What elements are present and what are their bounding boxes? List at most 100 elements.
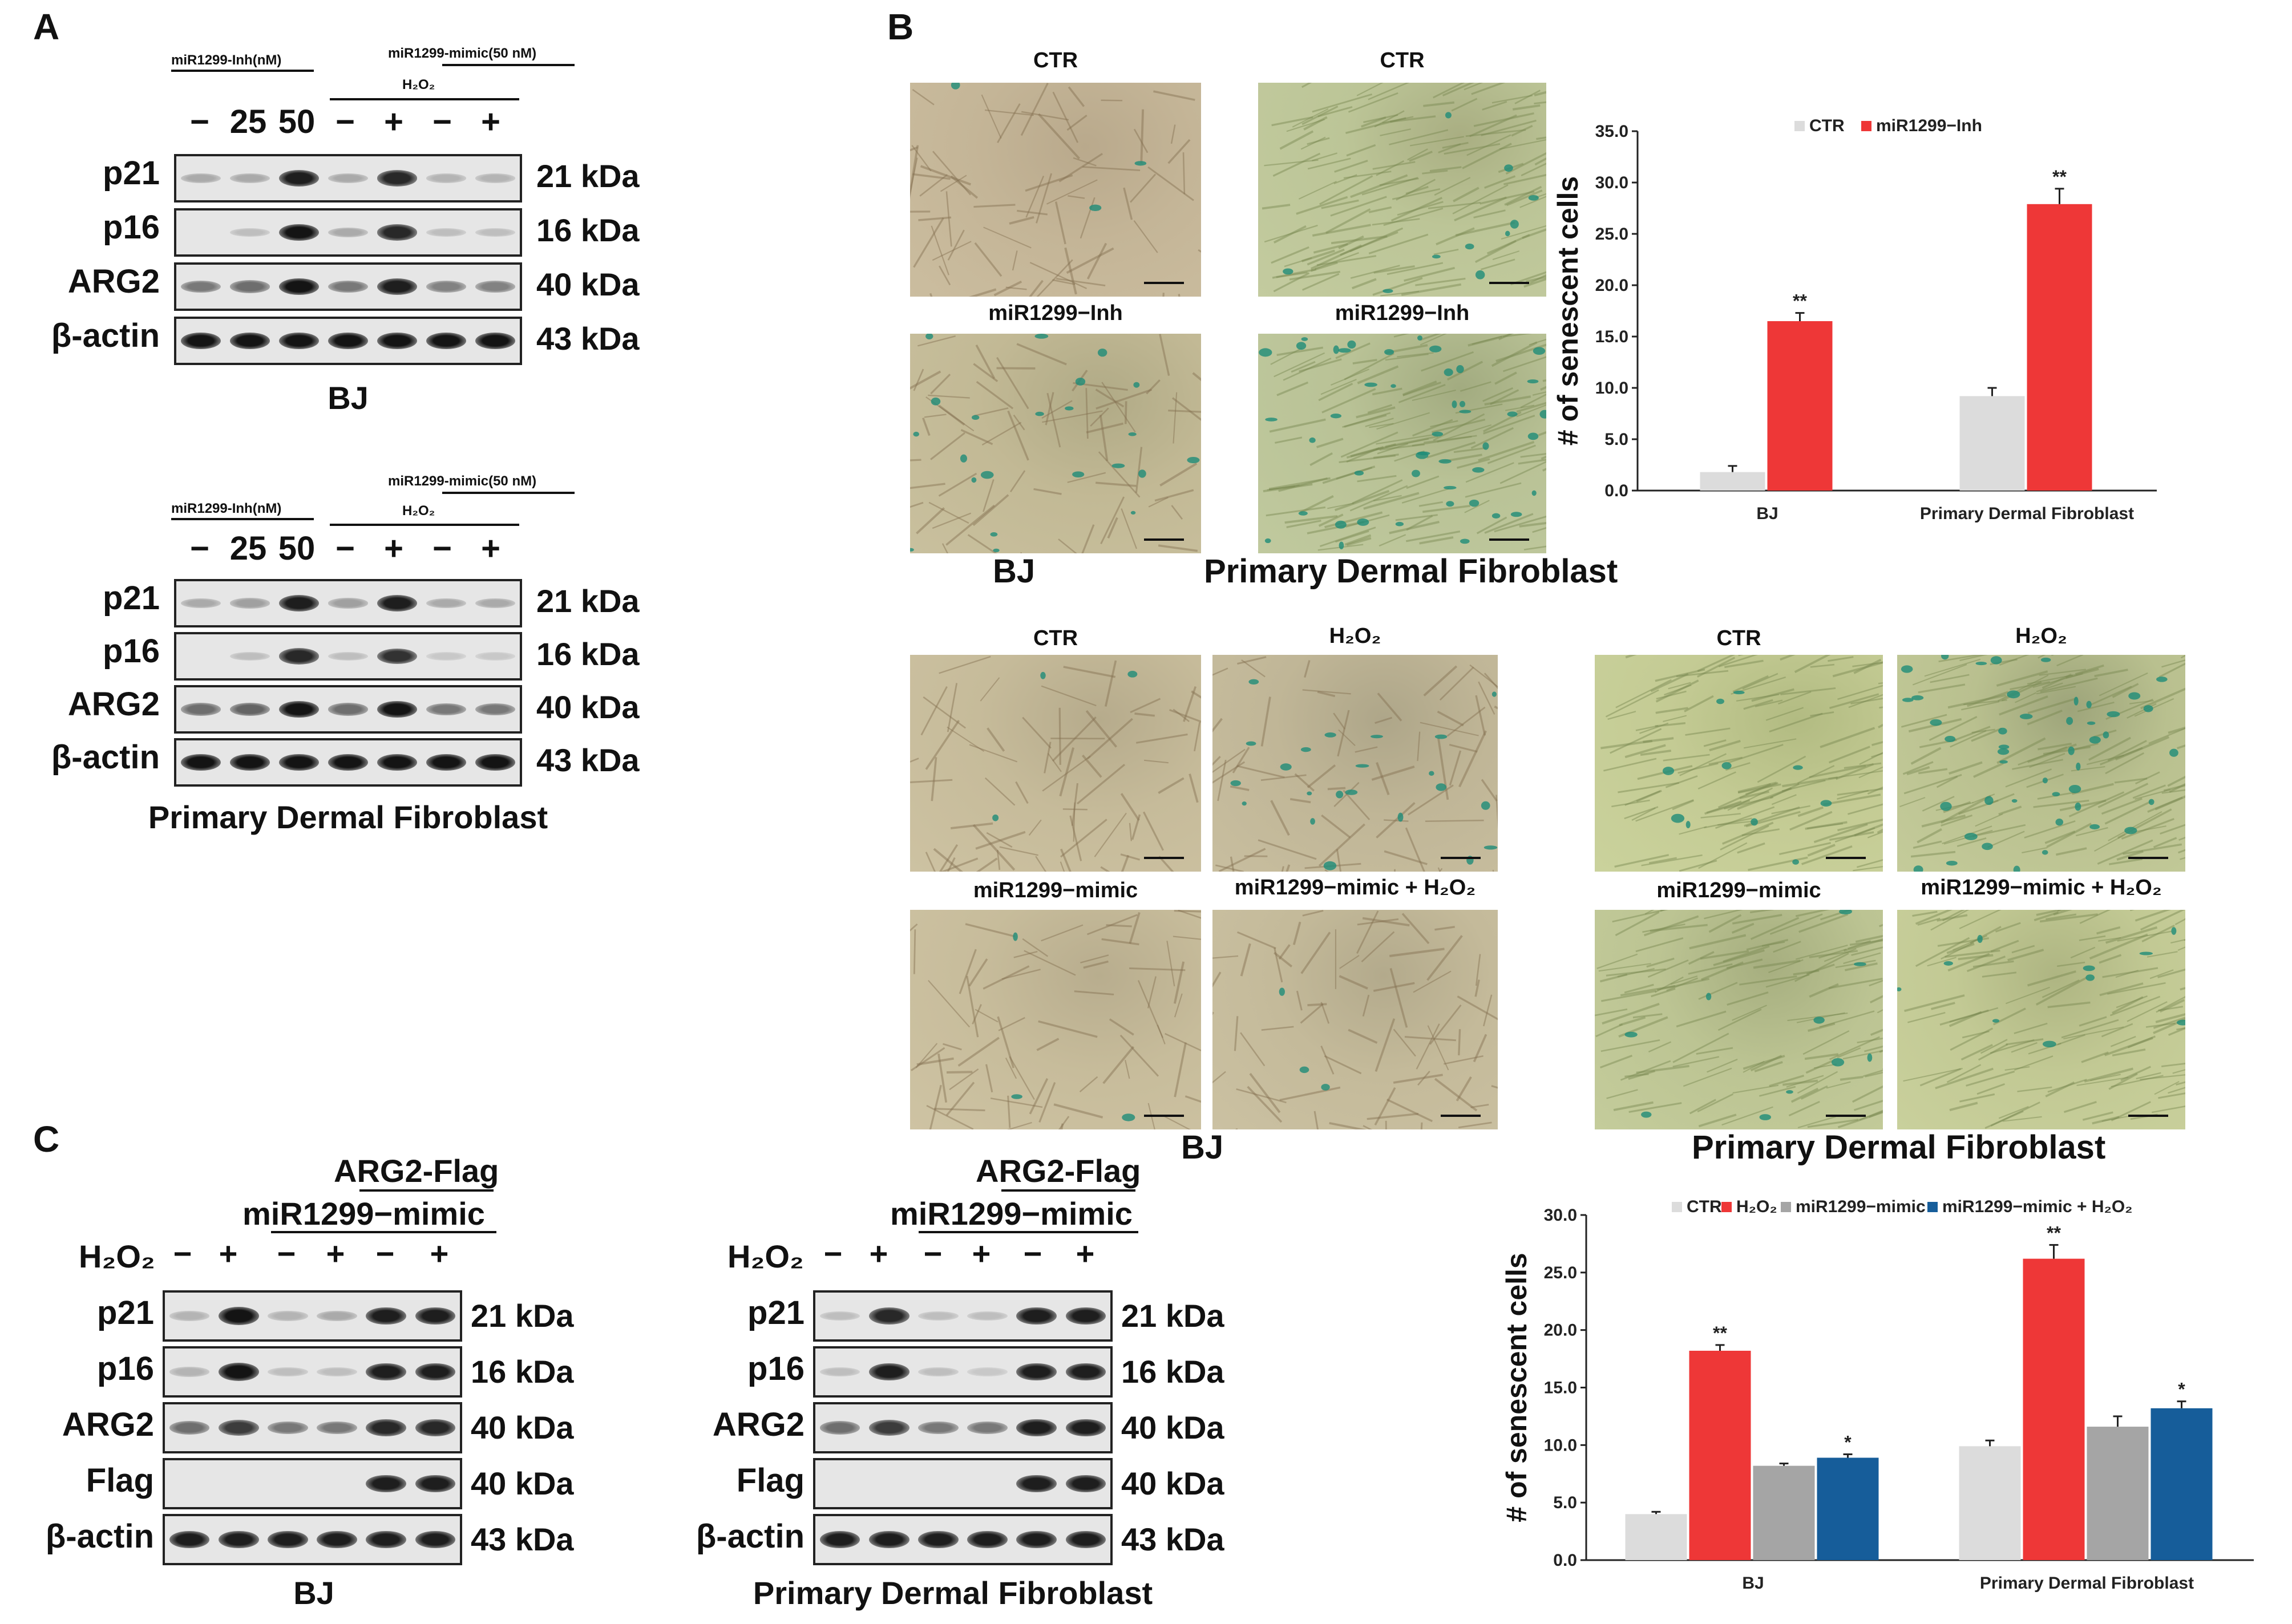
protein-label: Flag <box>736 1462 805 1499</box>
significance-mark: ** <box>2047 1222 2061 1243</box>
protein-label: β-actin <box>51 739 160 776</box>
panel-label-c: C <box>33 1119 60 1160</box>
blot-band <box>415 1419 456 1437</box>
bar <box>1625 1514 1687 1560</box>
y-axis-title: # of senescent cells <box>1552 176 1584 446</box>
cell-texture <box>910 334 1201 553</box>
blot-band <box>918 1311 959 1321</box>
significance-mark: * <box>1844 1432 1852 1452</box>
kda-label: 40 kDa <box>471 1410 574 1445</box>
micrograph-label: miR1299−mimic <box>1656 878 1821 902</box>
lane-label: 50 <box>278 103 316 140</box>
protein-label: Flag <box>86 1462 154 1499</box>
blot-band <box>377 170 418 187</box>
protein-label: p16 <box>103 209 160 246</box>
senescence-chart-mimic: CTR H₂O₂ miR1299−mimic miR1299−mimic + H₂O₂… <box>1501 1197 2254 1593</box>
flag-label: ARG2-Flag <box>334 1153 499 1189</box>
bar <box>2087 1427 2149 1560</box>
blot-band <box>967 1530 1008 1549</box>
blot-band <box>317 1367 357 1377</box>
protein-label: ARG2 <box>67 686 160 723</box>
significance-mark: ** <box>2052 167 2067 187</box>
blot-band <box>377 700 418 718</box>
micrograph-label: miR1299−mimic <box>973 878 1138 902</box>
blot-strip <box>174 317 522 365</box>
micrograph-label: CTR <box>1033 626 1078 650</box>
protein-label: ARG2 <box>62 1406 154 1443</box>
y-tick-label: 0.0 <box>1553 1551 1577 1570</box>
blot-band <box>328 280 369 293</box>
h2o2-line <box>330 98 519 100</box>
blot-band <box>229 754 270 771</box>
significance-mark: * <box>2178 1379 2185 1400</box>
lane-label: − <box>432 103 452 140</box>
micrograph-pdf-mimic-h2o2 <box>1897 910 2185 1129</box>
blot-band <box>475 598 516 609</box>
kda-label: 43 kDa <box>536 742 640 778</box>
protein-label: β-actin <box>696 1518 805 1555</box>
protein-label: ARG2 <box>67 263 160 300</box>
lane-label: + <box>481 103 500 140</box>
micrograph-label: H₂O₂ <box>1329 624 1381 648</box>
legend-label: CTR <box>1687 1197 1722 1216</box>
blot-band <box>918 1530 959 1549</box>
blot-band <box>268 1421 308 1435</box>
x-category-label: BJ <box>1756 504 1778 523</box>
bar <box>1959 1446 2021 1560</box>
protein-label: p21 <box>747 1294 805 1331</box>
blot-band <box>868 1363 909 1381</box>
lane-label: 50 <box>278 530 316 567</box>
blot-band <box>328 754 369 771</box>
h2o2-label: H₂O₂ <box>402 503 435 519</box>
lane-label: + <box>972 1236 991 1271</box>
legend-swatch <box>1861 121 1871 131</box>
inh-label: miR1299-Inh(nM) <box>171 501 282 516</box>
y-tick-label: 10.0 <box>1544 1436 1577 1455</box>
blot-strip <box>174 685 522 734</box>
bar <box>1753 1465 1815 1560</box>
protein-label: p16 <box>747 1350 805 1387</box>
blot-band <box>1065 1419 1106 1437</box>
blot-band <box>1016 1419 1057 1437</box>
blot-band <box>868 1419 909 1436</box>
protein-label: β-actin <box>51 317 160 354</box>
blot-band <box>475 281 516 293</box>
micrograph-caption: BJ <box>993 553 1036 590</box>
blot-band <box>1065 1307 1106 1325</box>
blot-band <box>169 1311 210 1321</box>
blot-band <box>918 1421 959 1435</box>
y-axis-title: # of senescent cells <box>1501 1253 1533 1522</box>
lane-label: + <box>326 1236 345 1271</box>
y-tick-label: 15.0 <box>1544 1379 1577 1398</box>
blot-band <box>868 1307 909 1325</box>
blot-band <box>1016 1363 1057 1381</box>
y-tick-label: 30.0 <box>1544 1206 1577 1225</box>
blot-band <box>278 169 320 187</box>
blot-band <box>415 1530 456 1549</box>
blot-strip <box>174 262 522 311</box>
blot-band <box>377 278 418 295</box>
blot-band <box>180 703 221 716</box>
blot-band <box>377 224 418 241</box>
kda-label: 40 kDa <box>1121 1465 1224 1501</box>
lane-label: − <box>823 1236 843 1271</box>
mimic-label: miR1299−mimic <box>242 1196 485 1232</box>
blot-strip <box>813 1402 1113 1453</box>
blot-band <box>415 1363 456 1381</box>
kda-label: 16 kDa <box>536 636 640 672</box>
inh-line <box>171 518 314 520</box>
blot-strip <box>163 1346 462 1398</box>
blot-band <box>328 651 369 661</box>
blot-strip <box>174 208 522 257</box>
x-category-label: Primary Dermal Fibroblast <box>1980 1574 2194 1593</box>
panel-label-b: B <box>887 6 914 47</box>
blot-band <box>180 332 221 350</box>
micrograph-label: miR1299−mimic + H₂O₂ <box>1234 876 1476 900</box>
legend-swatch <box>1794 121 1805 131</box>
legend-label: miR1299−mimic <box>1796 1197 1926 1216</box>
cell-line-caption: BJ <box>293 1575 334 1611</box>
blot-strip <box>813 1346 1113 1398</box>
blot-band <box>1016 1307 1057 1325</box>
blot-band <box>426 228 467 237</box>
senescence-chart-inh: CTR miR1299−Inh 0.0 5.0 10.0 15.0 20.0 25.0 30.… <box>1552 116 2157 523</box>
